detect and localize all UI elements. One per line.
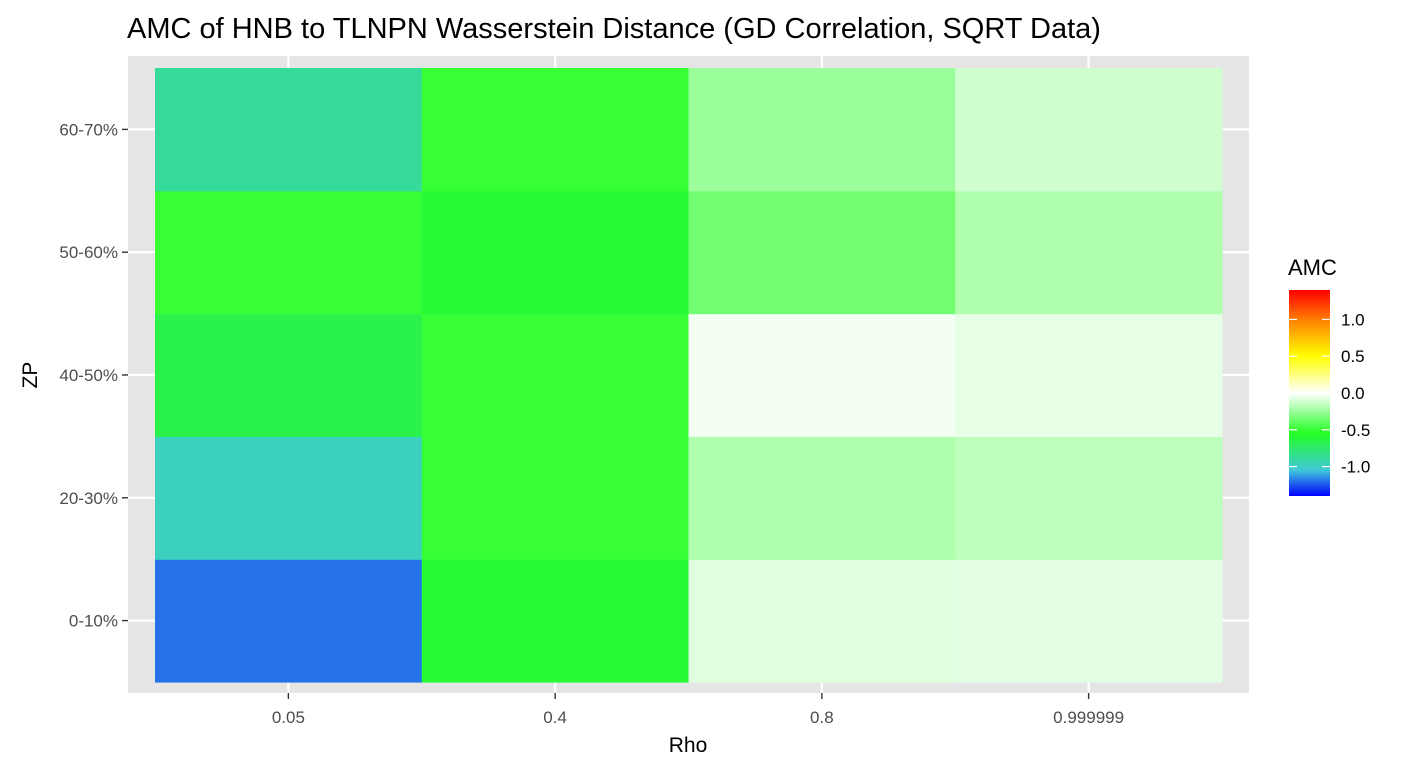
legend-tick-label: 0.5 xyxy=(1341,347,1365,366)
x-tick-label: 0.05 xyxy=(272,708,305,727)
legend-tick-label: 0.0 xyxy=(1341,384,1365,403)
x-tick-label: 0.4 xyxy=(543,708,567,727)
legend-tick-label: -0.5 xyxy=(1341,421,1370,440)
heatmap-cell xyxy=(155,436,423,560)
heatmap-cell xyxy=(688,190,956,315)
heatmap-cell xyxy=(421,190,690,315)
heatmap-cell xyxy=(155,68,423,192)
legend-ticks: 1.0 0.5 0.0 -0.5 -1.0 xyxy=(1289,310,1370,477)
heatmap-cell xyxy=(955,436,1223,560)
heatmap-cell xyxy=(155,559,423,683)
heatmap-cell xyxy=(155,190,423,315)
legend-tick-label: 1.0 xyxy=(1341,310,1365,329)
color-legend: AMC 1.0 0.5 0.0 -0.5 -1.0 xyxy=(1288,255,1370,496)
heatmap-cell xyxy=(421,436,690,560)
x-tick-label: 0.8 xyxy=(810,708,834,727)
axes: 0.05 0.4 0.8 0.999999 0-10% 20-30% 40-50% 50-60… xyxy=(59,120,1124,727)
legend-tick-label: -1.0 xyxy=(1341,458,1370,477)
heatmap-cell xyxy=(955,68,1223,192)
y-tick-label: 0-10% xyxy=(69,612,118,631)
heatmap-cell xyxy=(688,68,956,192)
heatmap-cell xyxy=(955,313,1223,437)
y-tick-label: 60-70% xyxy=(59,120,118,139)
heatmap-cell xyxy=(688,436,956,560)
x-tick-label: 0.999999 xyxy=(1053,708,1124,727)
heatmap-cell xyxy=(955,559,1223,683)
heatmap-cell xyxy=(155,313,423,437)
heatmap-cell xyxy=(688,559,956,683)
y-tick-label: 40-50% xyxy=(59,366,118,385)
heatmap-cells xyxy=(155,68,1223,683)
legend-title: AMC xyxy=(1288,255,1337,280)
heatmap-cell xyxy=(421,313,690,437)
chart-title: AMC of HNB to TLNPN Wasserstein Distance… xyxy=(127,13,1101,45)
x-axis-title: Rho xyxy=(669,734,708,757)
heatmap-cell xyxy=(421,559,690,683)
y-axis-title: ZP xyxy=(19,362,42,389)
heatmap-cell xyxy=(421,68,690,192)
heatmap-cell xyxy=(688,313,956,437)
y-tick-label: 50-60% xyxy=(59,243,118,262)
heatmap-cell xyxy=(955,190,1223,315)
y-tick-label: 20-30% xyxy=(59,489,118,508)
